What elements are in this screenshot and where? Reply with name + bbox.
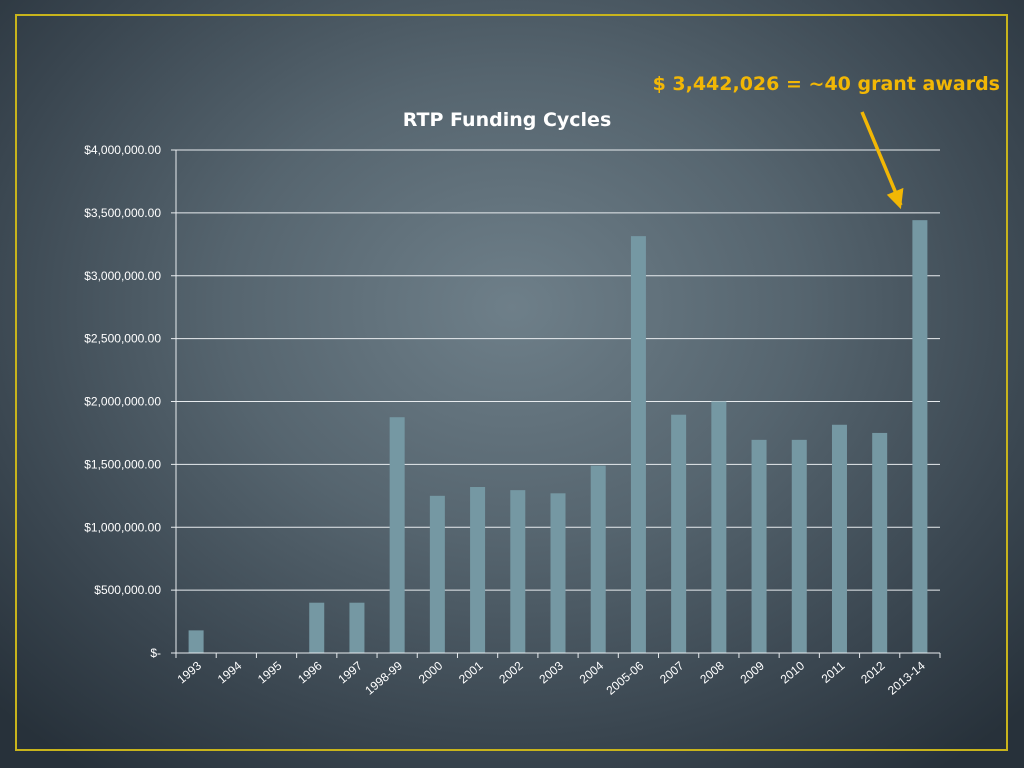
bar-1996 [309, 602, 325, 653]
bar-1997 [349, 602, 365, 653]
bar-2010 [791, 439, 807, 653]
bar-2000 [429, 495, 445, 653]
x-tick-label: 2012 [858, 658, 888, 686]
x-tick-label: 2007 [657, 658, 687, 686]
x-tick-label: 2001 [456, 658, 486, 686]
x-tick-label: 2004 [577, 658, 607, 686]
y-tick-label: $3,000,000.00 [84, 269, 161, 283]
x-tick-label: 1997 [335, 658, 365, 686]
arrow-shaft [860, 111, 903, 206]
x-tick-label: 1994 [215, 658, 245, 686]
annotation-text: $ 3,442,026 = ~40 grant awards [653, 73, 1000, 95]
axes [175, 150, 940, 654]
x-tick-label: 1995 [255, 658, 285, 686]
bar-2001 [470, 487, 486, 653]
y-tick-label: $4,000,000.00 [84, 143, 161, 157]
x-tick-label: 2009 [738, 658, 768, 686]
bar-2012 [872, 432, 888, 653]
y-axis-ticks: $- $500,000.00 $1,000,000.00 $1,500,000.00 $… [84, 143, 176, 660]
x-tick-label: 2005-06 [604, 658, 647, 697]
x-tick-label: 1996 [295, 658, 325, 686]
y-tick-label: $- [150, 646, 161, 660]
x-tick-label: 2008 [697, 658, 727, 686]
x-tick-label: 2013-14 [885, 658, 928, 697]
bar-2013-14 [912, 220, 928, 654]
y-tick-label: $2,000,000.00 [84, 395, 161, 409]
bar-2004 [590, 465, 606, 653]
x-tick-label: 2000 [416, 658, 446, 686]
bar-2002 [510, 490, 526, 653]
y-tick-label: $3,500,000.00 [84, 206, 161, 220]
slide-frame [15, 14, 1008, 751]
bars [188, 220, 928, 654]
chart-title: RTP Funding Cycles [403, 109, 612, 131]
arrow-head [886, 187, 904, 210]
annotation-arrow [860, 111, 904, 210]
x-tick-label: 1998-99 [362, 658, 405, 697]
x-tick-label: 2003 [536, 658, 566, 686]
bar-2011 [831, 424, 847, 653]
y-tick-label: $1,500,000.00 [84, 457, 161, 471]
bar-2008 [711, 401, 727, 653]
bar-2005-06 [630, 236, 646, 654]
x-tick-label: 1993 [175, 658, 205, 686]
bar-1998-99 [389, 417, 405, 653]
y-tick-label: $2,500,000.00 [84, 332, 161, 346]
bar-2007 [671, 414, 687, 653]
gridlines [176, 149, 940, 591]
bar-2003 [550, 493, 566, 653]
bar-2009 [751, 439, 767, 653]
x-tick-label: 2011 [819, 658, 848, 686]
x-tick-label: 2010 [778, 658, 808, 686]
y-tick-label: $500,000.00 [94, 583, 161, 597]
y-tick-label: $1,000,000.00 [84, 520, 161, 534]
bar-1993 [188, 630, 204, 653]
x-tick-label: 2002 [496, 658, 526, 686]
